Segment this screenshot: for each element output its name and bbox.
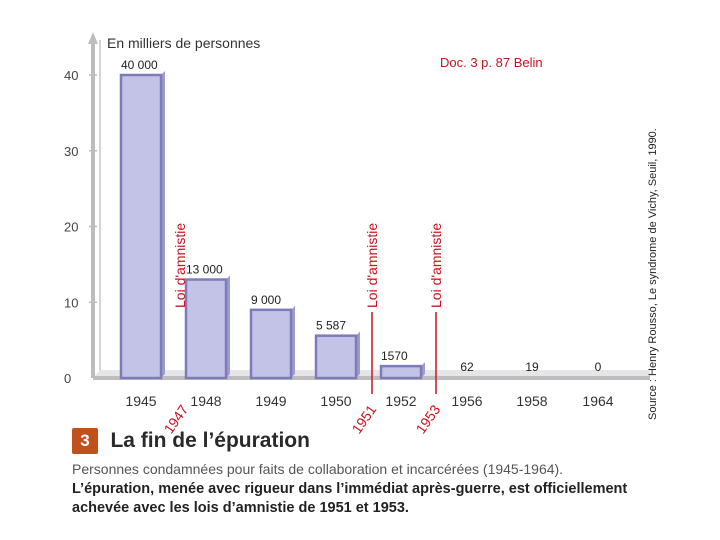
bar <box>314 334 358 380</box>
x-tick-label: 1958 <box>516 393 547 409</box>
doc-reference: Doc. 3 p. 87 Belin <box>440 55 543 70</box>
figure-subtitle: Personnes condamnées pour faits de colla… <box>72 461 564 477</box>
figure-body-text: L’épuration, menée avec rigueur dans l’i… <box>72 481 628 516</box>
x-tick-label: 1964 <box>582 393 613 409</box>
y-tick-label: 30 <box>64 144 78 159</box>
bar <box>249 308 293 380</box>
y-tick-label: 40 <box>64 68 78 83</box>
x-tick-label: 1945 <box>125 393 156 409</box>
x-tick-label: 1949 <box>255 393 286 409</box>
bar-value-label: 62 <box>460 360 474 374</box>
y-axis-label: En milliers de personnes <box>107 35 260 51</box>
bar-value-label: 1570 <box>381 349 408 363</box>
figure-title: La fin de l’épuration <box>110 429 310 452</box>
figure-caption: 3 La fin de l’épuration Personnes condam… <box>72 428 692 518</box>
source-credit: Source : Henry Rousso, Le syndrome de Vi… <box>647 128 659 420</box>
y-axis-arrow <box>88 32 98 44</box>
bar <box>184 278 228 380</box>
bar-value-label: 19 <box>525 360 539 374</box>
x-tick-label: 1956 <box>451 393 482 409</box>
amnesty-law-label: Loi d'amnistie <box>428 223 444 308</box>
amnesty-law-label: Loi d'amnistie <box>172 223 188 308</box>
y-tick-label: 10 <box>64 295 78 310</box>
bar <box>379 364 423 380</box>
bar-value-label: 9 000 <box>251 293 281 307</box>
bar-value-label: 0 <box>595 360 602 374</box>
x-tick-label: 1952 <box>385 393 416 409</box>
y-tick-label: 20 <box>64 220 78 235</box>
amnesty-law-label: Loi d'amnistie <box>364 223 380 308</box>
figure-number-badge: 3 <box>72 428 98 454</box>
bar-value-label: 5 587 <box>316 319 346 333</box>
bar-value-label: 40 000 <box>121 58 158 72</box>
x-tick-label: 1950 <box>320 393 351 409</box>
y-tick-label: 0 <box>64 371 71 386</box>
x-tick-label: 1948 <box>190 393 221 409</box>
bar <box>119 73 163 380</box>
bar-value-label: 13 000 <box>186 263 223 277</box>
